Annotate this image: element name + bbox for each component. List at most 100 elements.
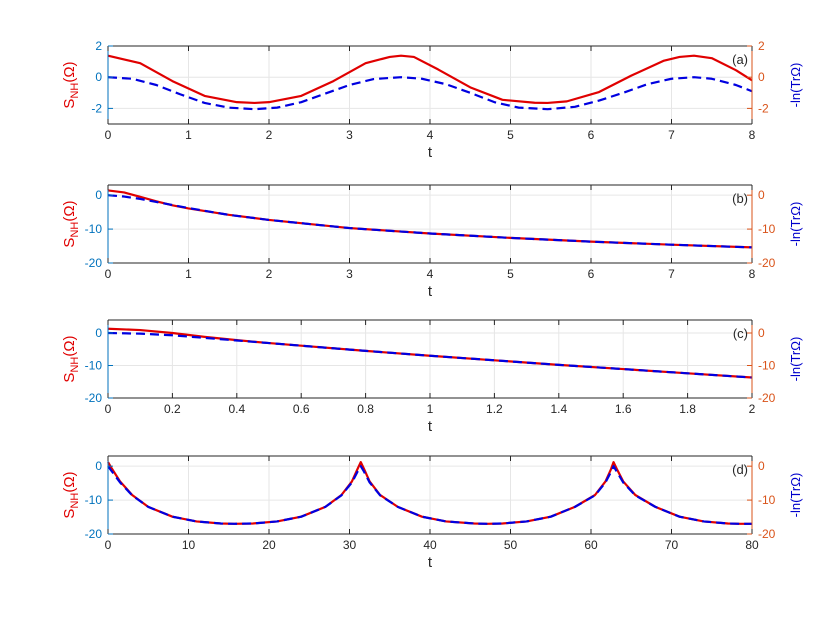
y-right-tick-label: -2 xyxy=(758,101,769,115)
y-axis-label-right: -ln(TrΩ) xyxy=(788,63,803,108)
y-label-base: S xyxy=(61,99,78,109)
x-tick-label: 0.2 xyxy=(164,402,181,416)
x-tick-label: 1 xyxy=(185,128,192,142)
y-right-tick-label: -10 xyxy=(758,222,776,236)
x-axis-label: t xyxy=(428,418,433,435)
y-right-tick-label: -10 xyxy=(758,359,776,373)
y-label-sub: NH xyxy=(69,222,81,238)
y-axis-label-left: SNH(Ω) xyxy=(61,61,81,108)
x-tick-label: 0 xyxy=(105,538,112,552)
series-line-ln-tr-omega xyxy=(107,194,753,249)
x-tick-label: 1 xyxy=(185,267,192,281)
y-right-tick-label: 0 xyxy=(758,70,765,84)
y-left-tick-label: 2 xyxy=(95,39,102,53)
x-tick-label: 4 xyxy=(427,267,434,281)
x-tick-label: 2 xyxy=(266,267,273,281)
x-tick-label: 0 xyxy=(105,402,112,416)
y-left-tick-label: -20 xyxy=(85,527,103,541)
x-axis-label: t xyxy=(428,144,433,161)
y-left-tick-label: 0 xyxy=(95,459,102,473)
x-tick-label: 2 xyxy=(749,402,756,416)
y-left-tick-label: 0 xyxy=(95,188,102,202)
panel-label: (d) xyxy=(732,462,748,477)
y-left-tick-label: 0 xyxy=(95,70,102,84)
y-label-arg: (Ω) xyxy=(61,200,78,221)
x-tick-label: 3 xyxy=(346,128,353,142)
y-label-sub: NH xyxy=(69,493,81,509)
y-left-tick-label: -20 xyxy=(85,256,103,270)
x-tick-label: 6 xyxy=(588,128,595,142)
series-line-ln-tr-omega xyxy=(107,76,753,111)
x-tick-label: 1.6 xyxy=(615,402,632,416)
x-tick-label: 5 xyxy=(507,267,514,281)
y-label-sub: NH xyxy=(69,357,81,373)
y-left-tick-label: -10 xyxy=(85,359,103,373)
x-tick-label: 10 xyxy=(182,538,196,552)
x-tick-label: 7 xyxy=(668,128,675,142)
x-tick-label: 20 xyxy=(262,538,276,552)
y-left-tick-label: -2 xyxy=(91,101,102,115)
x-tick-label: 3 xyxy=(346,267,353,281)
y-label-base: S xyxy=(61,373,78,383)
y-axis-label-left: SNH(Ω) xyxy=(61,200,81,247)
x-axis-label: t xyxy=(428,283,433,300)
x-tick-label: 0 xyxy=(105,128,112,142)
y-right-tick-label: -10 xyxy=(758,493,776,507)
y-left-tick-label: -20 xyxy=(85,391,103,405)
y-axis-label-right: -ln(TrΩ) xyxy=(788,473,803,518)
y-right-tick-label: 0 xyxy=(758,188,765,202)
y-right-tick-label: -20 xyxy=(758,256,776,270)
x-tick-label: 1.2 xyxy=(486,402,503,416)
series-line-s-nh xyxy=(107,54,753,105)
x-tick-label: 0 xyxy=(105,267,112,281)
series-line-ln-tr-omega xyxy=(107,465,752,525)
x-tick-label: 0.6 xyxy=(293,402,310,416)
y-right-tick-label: -20 xyxy=(758,391,776,405)
y-label-arg: (Ω) xyxy=(61,61,78,82)
x-tick-label: 70 xyxy=(665,538,679,552)
y-left-tick-label: 0 xyxy=(95,326,102,340)
panel-label: (b) xyxy=(732,191,748,206)
y-left-tick-label: -10 xyxy=(85,493,103,507)
x-tick-label: 80 xyxy=(745,538,759,552)
y-right-tick-label: 0 xyxy=(758,326,765,340)
x-tick-label: 5 xyxy=(507,128,514,142)
y-label-base: S xyxy=(61,509,78,519)
x-tick-label: 1.8 xyxy=(679,402,696,416)
y-axis-label-left: SNH(Ω) xyxy=(61,471,81,518)
x-tick-label: 50 xyxy=(504,538,518,552)
x-tick-label: 8 xyxy=(749,267,756,281)
y-label-arg: (Ω) xyxy=(61,335,78,356)
x-tick-label: 2 xyxy=(266,128,273,142)
x-tick-label: 40 xyxy=(423,538,437,552)
panel-c: 0 0.2 0.4 0.6 0.8 1 1.2 1.4 1.6 1.8 2-20-100-20-10… xyxy=(61,319,803,435)
series-line-ln-tr-omega xyxy=(107,331,753,379)
y-label-base: S xyxy=(61,238,78,248)
x-tick-label: 30 xyxy=(343,538,357,552)
x-tick-label: 1.4 xyxy=(550,402,567,416)
panel-label: (a) xyxy=(732,52,748,67)
y-right-tick-label: 0 xyxy=(758,459,765,473)
x-axis-label: t xyxy=(428,554,433,571)
y-axis-label-right: -ln(TrΩ) xyxy=(788,202,803,247)
y-left-tick-label: -10 xyxy=(85,222,103,236)
y-right-tick-label: -20 xyxy=(758,527,776,541)
y-axis-label-right: -ln(TrΩ) xyxy=(788,337,803,382)
x-tick-label: 1 xyxy=(427,402,434,416)
y-label-arg: (Ω) xyxy=(61,471,78,492)
x-tick-label: 6 xyxy=(588,267,595,281)
x-tick-label: 60 xyxy=(584,538,598,552)
y-axis-label-left: SNH(Ω) xyxy=(61,335,81,382)
x-tick-label: 8 xyxy=(749,128,756,142)
x-tick-label: 0.4 xyxy=(228,402,245,416)
y-label-sub: NH xyxy=(69,83,81,99)
x-tick-label: 4 xyxy=(427,128,434,142)
x-tick-label: 7 xyxy=(668,267,675,281)
y-right-tick-label: 2 xyxy=(758,39,765,53)
panel-label: (c) xyxy=(733,326,748,341)
x-tick-label: 0.8 xyxy=(357,402,374,416)
